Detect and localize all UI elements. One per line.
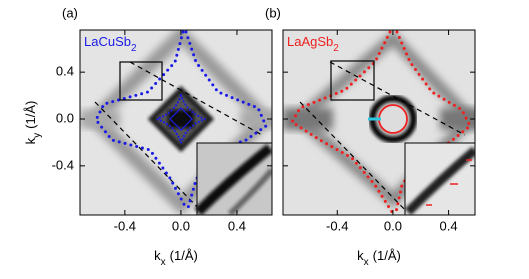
- panel-title: (a): [62, 5, 78, 20]
- x-tick-label: 0.4: [228, 218, 246, 233]
- y-tick-label: 0.4: [56, 64, 74, 79]
- intensity-map-a: [80, 30, 272, 215]
- sample-label: LaCuSb2: [84, 34, 137, 54]
- intensity-map-b: [283, 30, 475, 215]
- x-tick-label: -0.4: [114, 218, 136, 233]
- x-axis-label-part: k: [357, 248, 364, 263]
- frame-a: [79, 29, 273, 216]
- sample-label-part: LaAgSb: [287, 34, 333, 49]
- x-tick-label: -0.4: [326, 218, 348, 233]
- x-axis-label-part: (1/Å): [170, 248, 198, 263]
- x-axis-label-part: x: [161, 257, 166, 268]
- x-tick-label: 0.4: [440, 218, 458, 233]
- x-axis-label-part: (1/Å): [373, 248, 401, 263]
- sample-label-part: 2: [131, 43, 137, 54]
- sample-label-part: 2: [333, 43, 339, 54]
- sample-label: LaAgSb2: [287, 34, 339, 54]
- frame-b: [282, 29, 476, 216]
- panel-title: (b): [265, 5, 281, 20]
- x-axis-label: kx (1/Å): [154, 248, 198, 268]
- y-tick-label: 0.0: [56, 110, 74, 125]
- y-tick-label: -0.4: [52, 157, 74, 172]
- y-axis-label-part: k: [23, 137, 38, 144]
- x-tick-label: 0.0: [384, 218, 402, 233]
- x-axis-label: kx (1/Å): [357, 248, 401, 268]
- x-tick-label: 0.0: [172, 218, 190, 233]
- y-axis-label-part: y: [32, 133, 43, 138]
- sample-label-part: LaCuSb: [84, 34, 131, 49]
- y-axis-label-part: (1/Å): [23, 101, 38, 129]
- x-axis-label-part: x: [364, 257, 369, 268]
- x-axis-label-part: k: [154, 248, 161, 263]
- y-axis-label: ky (1/Å): [23, 101, 43, 145]
